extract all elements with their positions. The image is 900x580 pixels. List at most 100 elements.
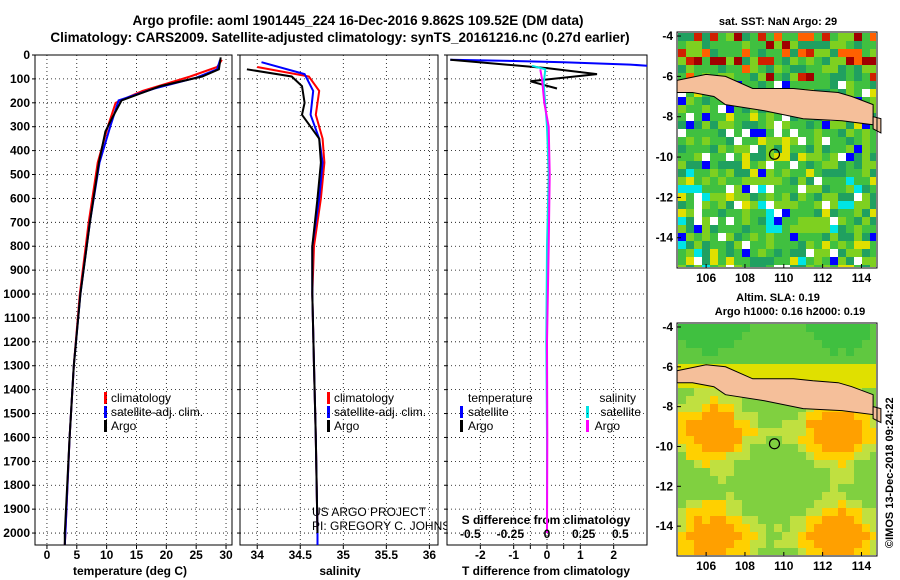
map-cell [854, 500, 862, 508]
map-cell [758, 145, 766, 153]
map-cell [782, 73, 790, 81]
map-cell [686, 540, 694, 548]
map-cell [830, 364, 838, 372]
map-cell [838, 484, 846, 492]
map-cell [782, 233, 790, 241]
map-cell [838, 364, 846, 372]
map-cell [726, 49, 734, 57]
map-cell [854, 324, 862, 332]
map-cell [806, 241, 814, 249]
map-cell [822, 129, 830, 137]
lon-tick-label: 114 [852, 559, 872, 573]
map-cell [798, 201, 806, 209]
map-cell [710, 193, 718, 201]
map-cell [710, 169, 718, 177]
map-cell [798, 161, 806, 169]
map-cell [862, 217, 870, 225]
map-cell [806, 49, 814, 57]
map-cell [806, 217, 814, 225]
map-cell [798, 492, 806, 500]
map-cell [686, 233, 694, 241]
map-cell [862, 508, 870, 516]
map-cell [806, 81, 814, 89]
map-cell [710, 129, 718, 137]
map-cell [846, 265, 854, 267]
map-cell [862, 484, 870, 492]
map-cell [678, 217, 686, 225]
map-cell [798, 209, 806, 217]
map-cell [854, 193, 862, 201]
map-cell [854, 225, 862, 233]
map-cell [686, 340, 694, 348]
map-cell [870, 49, 876, 57]
map-cell [862, 249, 870, 257]
map-cell [854, 356, 862, 364]
map-cell [702, 225, 710, 233]
map-cell [862, 348, 870, 356]
map-cell [774, 57, 782, 65]
map-cell [854, 492, 862, 500]
map-cell [814, 185, 822, 193]
map-cell [766, 161, 774, 169]
map-cell [766, 332, 774, 340]
map-cell [734, 145, 742, 153]
map-cell [870, 532, 876, 540]
map-cell [822, 452, 830, 460]
map-cell [702, 249, 710, 257]
map-cell [798, 452, 806, 460]
map-cell [870, 476, 876, 484]
lon-tick-label: 106 [696, 559, 716, 573]
map-cell [742, 265, 750, 267]
map-cell [726, 508, 734, 516]
map-cell [798, 81, 806, 89]
map-cell [678, 185, 686, 193]
map-cell [710, 412, 718, 420]
map-cell [686, 249, 694, 257]
map-cell [862, 444, 870, 452]
map-cell [686, 113, 694, 121]
map-cell [782, 540, 790, 548]
map-cell [846, 356, 854, 364]
map-cell [838, 540, 846, 548]
map-cell [718, 524, 726, 532]
map-cell [846, 33, 854, 41]
map-cell [678, 225, 686, 233]
map-cell [822, 332, 830, 340]
map-cell [758, 508, 766, 516]
map-cell [702, 540, 710, 548]
map-cell [822, 225, 830, 233]
map-cell [838, 476, 846, 484]
map-cell [862, 500, 870, 508]
map-cell [830, 177, 838, 185]
map-cell [774, 33, 782, 41]
map-cell [790, 540, 798, 548]
map-cell [678, 484, 686, 492]
map-cell [758, 420, 766, 428]
map-cell [822, 460, 830, 468]
map-cell [734, 540, 742, 548]
map-cell [742, 476, 750, 484]
map-cell [774, 217, 782, 225]
map-cell [870, 388, 876, 396]
map-cell [726, 500, 734, 508]
map-cell [822, 412, 830, 420]
depth-tick-label: 1600 [3, 430, 30, 444]
map-cell [678, 476, 686, 484]
map-cell [862, 452, 870, 460]
map-cell [726, 257, 734, 265]
map-cell [870, 225, 876, 233]
map-cell [726, 412, 734, 420]
map-cell [822, 372, 830, 380]
map-cell [726, 241, 734, 249]
map-cell [846, 428, 854, 436]
map-cell [734, 57, 742, 65]
map-cell [862, 145, 870, 153]
map-cell [726, 428, 734, 436]
map-cell [718, 161, 726, 169]
map-cell [774, 249, 782, 257]
map-cell [766, 81, 774, 89]
map-cell [790, 452, 798, 460]
map-cell [710, 532, 718, 540]
title-line-1: Argo profile: aoml 1901445_224 16-Dec-20… [133, 13, 584, 28]
map-cell [750, 404, 758, 412]
